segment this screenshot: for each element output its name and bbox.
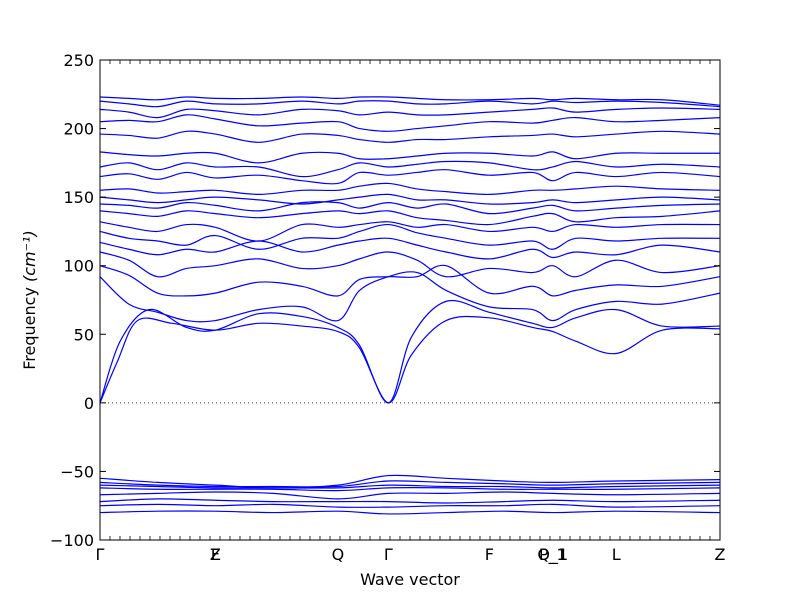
band-line — [99, 299, 721, 404]
band-line — [99, 271, 721, 323]
x-tick-label: Z — [715, 545, 726, 564]
band-line — [99, 498, 721, 504]
x-tick-label: Z — [210, 545, 221, 564]
x-tick-label: F — [485, 545, 494, 564]
x-tick-label: Q — [332, 545, 345, 564]
y-tick-label: 150 — [63, 188, 94, 207]
y-tick-label: −50 — [60, 462, 94, 481]
y-axis-ticks: 250 200 150 100 50 0 −50 −100 — [50, 51, 720, 550]
x-tick-label: Q_1 — [537, 545, 568, 565]
band-line — [99, 480, 721, 488]
band-line — [99, 107, 721, 119]
x-tick-label: L — [612, 545, 621, 564]
band-line — [99, 114, 721, 132]
band-line — [99, 210, 721, 226]
band-line — [99, 223, 721, 250]
band-line — [99, 160, 721, 178]
band-line — [99, 503, 721, 508]
y-tick-label: 0 — [84, 394, 94, 413]
band-line — [99, 264, 721, 297]
band-line — [99, 182, 721, 196]
y-axis-unit: (cm⁻¹) — [20, 230, 39, 282]
band-line — [99, 130, 721, 143]
band-line — [99, 169, 721, 185]
x-tick-label: P_1 — [539, 545, 567, 565]
band-line — [99, 201, 721, 215]
y-tick-label: 100 — [63, 257, 94, 276]
band-line — [99, 100, 721, 108]
y-tick-label: 250 — [63, 51, 94, 70]
band-line — [99, 237, 721, 260]
x-axis-title: Wave vector — [360, 570, 460, 589]
x-tick-label: Γ — [384, 545, 393, 564]
x-tick-label: F — [211, 545, 220, 564]
y-tick-label: 200 — [63, 120, 94, 139]
y-tick-label: −100 — [50, 531, 94, 550]
band-line — [99, 491, 721, 500]
x-tick-label: Γ — [96, 545, 105, 564]
x-axis-ticks: Γ ZF Q Γ F P_1Q_1 L Z — [96, 60, 726, 565]
y-tick-label: 50 — [74, 325, 94, 344]
band-line — [99, 487, 721, 492]
band-line — [99, 474, 721, 489]
band-line — [99, 251, 721, 278]
band-line — [99, 510, 721, 515]
band-line — [99, 193, 721, 205]
band-lines — [99, 96, 721, 515]
y-axis-title-text: Frequency — [20, 287, 39, 370]
band-line — [99, 484, 721, 489]
band-line — [99, 151, 720, 164]
band-line — [99, 221, 721, 242]
band-line — [99, 96, 721, 106]
plot-frame — [99, 59, 721, 541]
y-axis-title: Frequency (cm⁻¹) — [20, 230, 39, 369]
